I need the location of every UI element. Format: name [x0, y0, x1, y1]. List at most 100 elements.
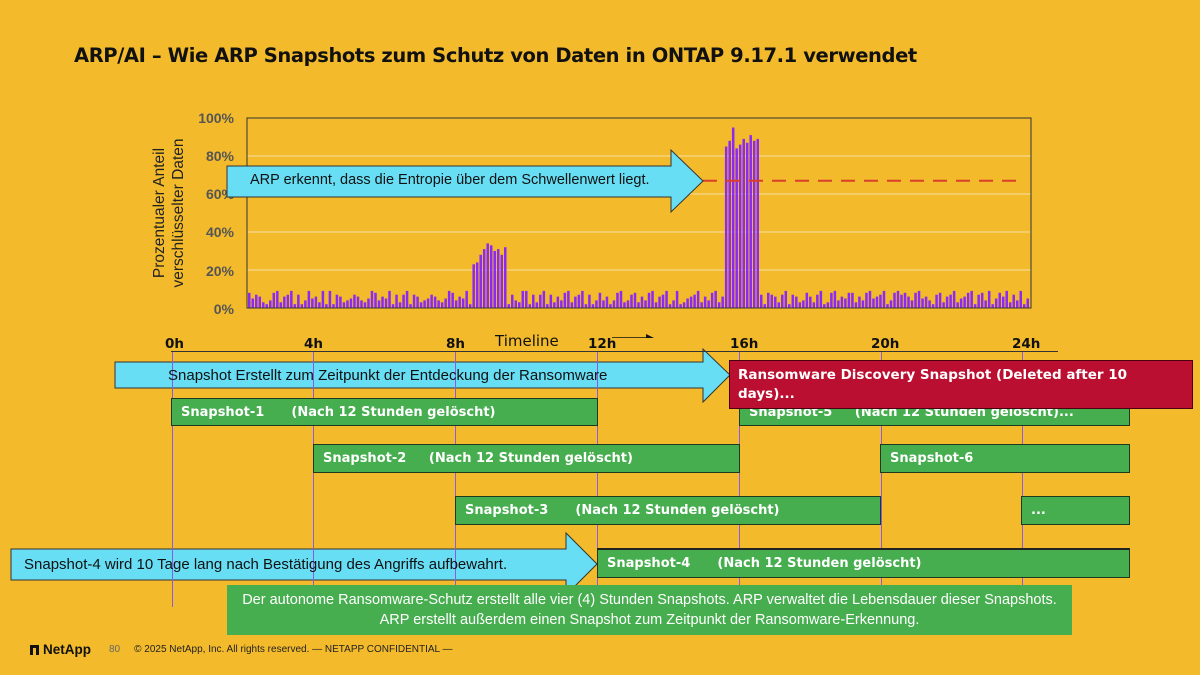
- chart-bar: [581, 290, 584, 308]
- chart-bar: [482, 249, 486, 308]
- chart-bar: [942, 302, 945, 308]
- timeline-arrow-icon: [612, 334, 654, 338]
- chart-bars: [248, 127, 1030, 308]
- chart-bar: [774, 296, 777, 308]
- chart-bar: [328, 290, 332, 308]
- chart-bar: [938, 292, 942, 308]
- chart-bar: [384, 298, 388, 308]
- chart-bar: [465, 290, 468, 308]
- chart-bar: [342, 302, 346, 308]
- chart-bar: [332, 304, 335, 308]
- page-number: 80: [109, 644, 121, 655]
- chart-bar: [265, 304, 269, 308]
- chart-bar: [1015, 300, 1019, 308]
- snapshot-6-bar: Snapshot-6: [880, 444, 1130, 473]
- chart-bar: [567, 290, 570, 308]
- chart-bar: [503, 247, 507, 308]
- chart-bar: [693, 294, 696, 308]
- chart-bar: [847, 292, 851, 308]
- chart-bar: [907, 296, 910, 308]
- chart-bar: [795, 296, 798, 308]
- chart-bar: [283, 296, 286, 308]
- chart-bar: [416, 296, 419, 308]
- chart-bar: [696, 290, 700, 308]
- snapshot-more-bar: ...: [1021, 496, 1130, 525]
- chart-bar: [893, 292, 896, 308]
- chart-bar: [921, 298, 924, 308]
- chart-bar: [991, 304, 994, 308]
- chart-bar: [637, 302, 640, 308]
- chart-bar: [826, 302, 830, 308]
- chart-bar: [865, 292, 868, 308]
- chart-bar: [896, 290, 900, 308]
- chart-bar: [440, 302, 444, 308]
- timeline-tick: 12h: [588, 336, 617, 352]
- chart-bar: [381, 296, 384, 308]
- chart-bar: [970, 290, 973, 308]
- chart-bar: [423, 300, 426, 308]
- chart-bar: [532, 294, 535, 308]
- chart-bar: [966, 292, 970, 308]
- chart-bar: [1008, 302, 1012, 308]
- chart-bar: [745, 142, 749, 308]
- y-tick-label: 0%: [213, 301, 234, 317]
- chart-bar: [584, 304, 588, 308]
- chart-bar: [994, 298, 998, 308]
- chart-bar: [654, 302, 658, 308]
- chart-bar: [395, 294, 398, 308]
- chart-bar: [623, 302, 626, 308]
- chart-bar: [525, 290, 528, 308]
- chart-bar: [665, 290, 668, 308]
- chart-bar: [598, 292, 602, 308]
- timeline-axis: [171, 351, 1058, 352]
- chart-bar: [644, 300, 647, 308]
- chart-bar: [370, 290, 374, 308]
- chart-bar: [717, 302, 721, 308]
- chart-bar: [419, 302, 423, 308]
- snapshot-2-bar: Snapshot-2 (Nach 12 Stunden gelöscht): [313, 444, 740, 473]
- chart-bar: [272, 292, 276, 308]
- chart-bar: [1012, 294, 1015, 308]
- y-tick-label: 40%: [205, 224, 234, 240]
- timeline-tick: 8h: [446, 336, 466, 352]
- chart-bar: [269, 300, 272, 308]
- chart-bar: [700, 302, 703, 308]
- chart-bar: [602, 300, 605, 308]
- chart-bar: [752, 140, 756, 308]
- hour-marker-4h: [313, 352, 314, 607]
- chart-bar: [542, 290, 546, 308]
- chart-bar: [672, 300, 675, 308]
- chart-bar: [963, 296, 966, 308]
- chart-bar: [945, 296, 949, 308]
- chart-bar: [563, 292, 567, 308]
- chart-bar: [689, 296, 693, 308]
- chart-bar: [1026, 298, 1030, 308]
- chart-bar: [458, 296, 461, 308]
- chart-bar: [823, 304, 826, 308]
- chart-bar: [1019, 290, 1022, 308]
- hour-marker-8h: [455, 352, 456, 607]
- chart-bar: [903, 292, 907, 308]
- chart-bar: [335, 294, 339, 308]
- chart-bar: [770, 294, 774, 308]
- netapp-logo-icon: [30, 644, 39, 655]
- chart-bar: [854, 302, 858, 308]
- chart-bar: [535, 302, 539, 308]
- chart-bar: [528, 304, 532, 308]
- chart-bar: [279, 302, 283, 308]
- chart-bar: [956, 302, 959, 308]
- discovery-callout-arrow: [114, 347, 731, 404]
- chart-bar: [248, 292, 251, 308]
- chart-bar: [276, 290, 279, 308]
- chart-bar: [714, 290, 717, 308]
- chart-bar: [949, 294, 952, 308]
- chart-bar: [430, 294, 433, 308]
- chart-bar: [651, 290, 654, 308]
- chart-bar: [560, 300, 563, 308]
- chart-bar: [738, 144, 742, 308]
- chart-bar: [886, 304, 889, 308]
- chart-bar: [388, 290, 391, 308]
- chart-bar: [426, 298, 430, 308]
- chart-bar: [980, 292, 984, 308]
- chart-bar: [398, 302, 402, 308]
